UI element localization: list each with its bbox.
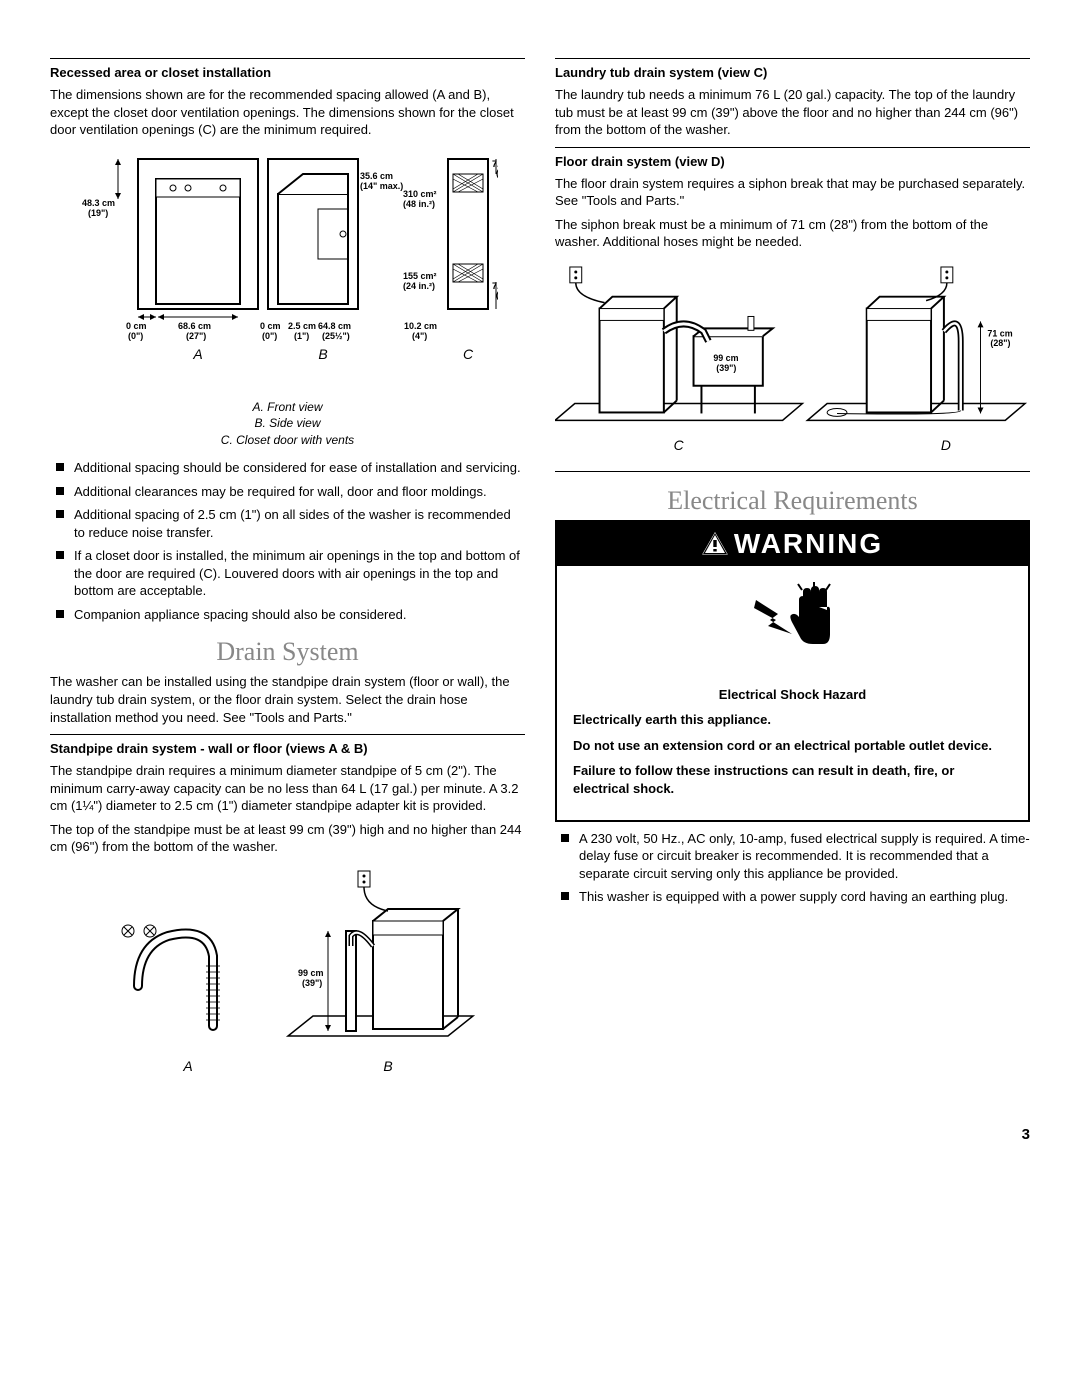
svg-text:155 cm²: 155 cm² [403, 271, 437, 281]
svg-text:(14" max.): (14" max.) [360, 181, 403, 191]
svg-text:68.6 cm: 68.6 cm [178, 321, 211, 331]
svg-text:64.8 cm: 64.8 cm [318, 321, 351, 331]
rule [555, 471, 1030, 472]
closet-caption: A. Front view B. Side view C. Closet doo… [50, 399, 525, 449]
svg-text:(27"): (27") [186, 331, 206, 341]
hazard-title: Electrical Shock Hazard [573, 686, 1012, 704]
electrical-title: Electrical Requirements [555, 486, 1030, 516]
page-number: 3 [50, 1126, 1030, 1143]
svg-text:10.2 cm: 10.2 cm [404, 321, 437, 331]
floor-drain-p2: The siphon break must be a minimum of 71… [555, 216, 1030, 251]
caption-a: A. Front view [50, 399, 525, 416]
rule [555, 58, 1030, 59]
recessed-heading: Recessed area or closet installation [50, 65, 525, 80]
warning-banner: WARNING [557, 522, 1028, 566]
svg-text:(1"): (1") [294, 331, 309, 341]
warning-line: Electrically earth this appliance. [573, 711, 1012, 729]
svg-text:310 cm²: 310 cm² [403, 189, 437, 199]
closet-diagram: 48.3 cm (19") 0 cm (0") 68.6 cm (27") [50, 149, 525, 389]
warning-text: Electrical Shock Hazard Electrically ear… [557, 674, 1028, 820]
rule [555, 147, 1030, 148]
standpipe-p1: The standpipe drain requires a minimum d… [50, 762, 525, 815]
svg-text:(28"): (28") [990, 338, 1010, 348]
standpipe-p2: The top of the standpipe must be at leas… [50, 821, 525, 856]
svg-text:99 cm: 99 cm [713, 353, 738, 363]
bullet: Additional spacing of 2.5 cm (1") on all… [50, 506, 525, 541]
bullet: Additional clearances may be required fo… [50, 483, 525, 501]
svg-text:(19"): (19") [88, 208, 108, 218]
tub-floor-diagram: 99 cm (39") C [555, 261, 1030, 461]
two-column-layout: Recessed area or closet installation The… [50, 50, 1030, 1096]
bullet: If a closet door is installed, the minim… [50, 547, 525, 600]
caption-b: B. Side view [50, 415, 525, 432]
warning-box: WARNING Electrical Shock Hazard Electric… [555, 520, 1030, 822]
electrical-bullets: A 230 volt, 50 Hz., AC only, 10-amp, fus… [555, 830, 1030, 906]
warning-line: Failure to follow these instructions can… [573, 762, 1012, 797]
recessed-intro: The dimensions shown are for the recomme… [50, 86, 525, 139]
svg-text:71 cm: 71 cm [987, 328, 1012, 338]
laundry-tub-p1: The laundry tub needs a minimum 76 L (20… [555, 86, 1030, 139]
svg-text:(48 in.²): (48 in.²) [403, 199, 435, 209]
caption-c: C. Closet door with vents [50, 432, 525, 449]
recessed-bullets: Additional spacing should be considered … [50, 459, 525, 623]
floor-drain-p1: The floor drain system requires a siphon… [555, 175, 1030, 210]
svg-text:A: A [192, 346, 202, 362]
warning-label: WARNING [734, 528, 883, 560]
svg-text:48.3 cm: 48.3 cm [82, 198, 115, 208]
svg-text:A: A [182, 1058, 192, 1074]
rule [50, 58, 525, 59]
right-column: Laundry tub drain system (view C) The la… [555, 50, 1030, 1096]
shock-icon-wrap [557, 566, 1028, 674]
left-column: Recessed area or closet installation The… [50, 50, 525, 1096]
bullet: Companion appliance spacing should also … [50, 606, 525, 624]
warning-line: Do not use an extension cord or an elect… [573, 737, 1012, 755]
floor-drain-heading: Floor drain system (view D) [555, 154, 1030, 169]
svg-text:0 cm: 0 cm [126, 321, 147, 331]
svg-text:(39"): (39") [302, 978, 322, 988]
bullet: A 230 volt, 50 Hz., AC only, 10-amp, fus… [555, 830, 1030, 883]
svg-text:C: C [674, 437, 685, 453]
svg-text:(0"): (0") [262, 331, 277, 341]
svg-text:(24 in.²): (24 in.²) [403, 281, 435, 291]
svg-text:99 cm: 99 cm [298, 968, 324, 978]
drain-intro: The washer can be installed using the st… [50, 673, 525, 726]
standpipe-heading: Standpipe drain system - wall or floor (… [50, 741, 525, 756]
svg-text:(25½"): (25½") [322, 331, 350, 341]
bullet: Additional spacing should be considered … [50, 459, 525, 477]
svg-text:(39"): (39") [716, 363, 736, 373]
standpipe-diagram: A [50, 866, 525, 1086]
svg-text:0 cm: 0 cm [260, 321, 281, 331]
svg-text:35.6 cm: 35.6 cm [360, 171, 393, 181]
laundry-tub-heading: Laundry tub drain system (view C) [555, 65, 1030, 80]
bullet: This washer is equipped with a power sup… [555, 888, 1030, 906]
svg-text:(0"): (0") [128, 331, 143, 341]
shock-hand-icon [748, 582, 838, 662]
rule [50, 734, 525, 735]
svg-text:B: B [318, 346, 327, 362]
svg-text:(4"): (4") [412, 331, 427, 341]
svg-text:2.5 cm: 2.5 cm [288, 321, 316, 331]
svg-text:D: D [941, 437, 951, 453]
warning-triangle-icon [702, 532, 728, 556]
svg-text:C: C [462, 346, 473, 362]
drain-system-title: Drain System [50, 637, 525, 667]
svg-text:B: B [383, 1058, 392, 1074]
